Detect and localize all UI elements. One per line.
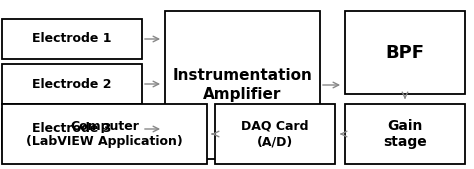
Text: DAQ Card
(A/D): DAQ Card (A/D) bbox=[241, 120, 309, 148]
Bar bbox=[2, 64, 142, 104]
Text: Electrode 1: Electrode 1 bbox=[32, 32, 112, 45]
Text: Instrumentation
Amplifier: Instrumentation Amplifier bbox=[173, 68, 312, 102]
Bar bbox=[215, 104, 335, 164]
Bar bbox=[345, 11, 465, 94]
Bar bbox=[2, 104, 207, 164]
Text: Computer
(LabVIEW Application): Computer (LabVIEW Application) bbox=[26, 120, 183, 148]
Text: Gain
stage: Gain stage bbox=[383, 119, 427, 149]
Text: Electrode 2: Electrode 2 bbox=[32, 78, 112, 91]
Text: Electrode 3: Electrode 3 bbox=[32, 123, 112, 136]
Bar bbox=[2, 109, 142, 149]
Bar bbox=[2, 19, 142, 59]
Bar bbox=[345, 104, 465, 164]
Text: BPF: BPF bbox=[385, 43, 425, 62]
Bar bbox=[165, 11, 320, 159]
